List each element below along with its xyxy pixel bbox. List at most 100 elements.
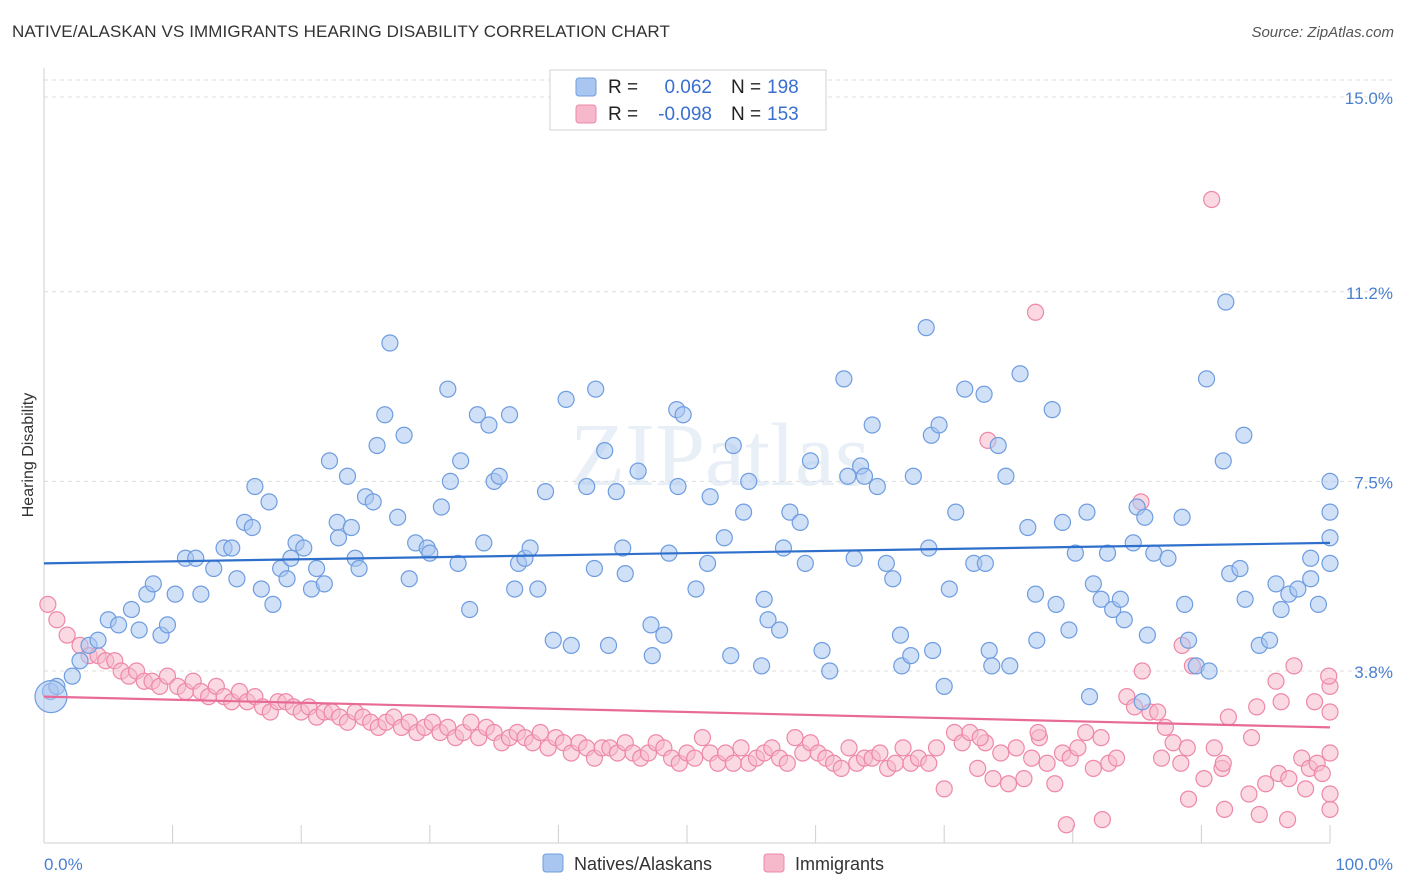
natives-point bbox=[616, 565, 634, 583]
natives-point bbox=[715, 529, 733, 547]
immigrants-trend-line bbox=[43, 695, 1331, 729]
natives-point bbox=[1289, 580, 1307, 598]
immigrants-point bbox=[1320, 667, 1338, 685]
natives-point bbox=[796, 554, 814, 572]
natives-point bbox=[192, 585, 210, 603]
immigrants-point bbox=[969, 759, 987, 777]
natives-point bbox=[669, 477, 687, 496]
legend-n-label-2: N = bbox=[731, 104, 761, 125]
natives-point bbox=[956, 380, 974, 398]
axes bbox=[43, 68, 1331, 844]
natives-point bbox=[1053, 513, 1072, 531]
natives-point bbox=[1272, 600, 1290, 619]
natives-point bbox=[835, 370, 853, 388]
natives-point bbox=[1028, 631, 1046, 649]
natives-point bbox=[1001, 657, 1019, 675]
natives-point bbox=[877, 554, 895, 572]
immigrants-point bbox=[158, 667, 177, 685]
trend-lines bbox=[43, 541, 1331, 729]
y-tick-label: 7.5% bbox=[1354, 473, 1393, 492]
natives-point bbox=[1302, 570, 1320, 588]
natives-point bbox=[868, 477, 886, 496]
immigrants-point bbox=[693, 729, 712, 747]
natives-point bbox=[320, 452, 339, 470]
immigrants-point bbox=[58, 626, 76, 644]
natives-point bbox=[246, 477, 264, 496]
immigrants-point bbox=[1305, 693, 1324, 711]
natives-point bbox=[1138, 626, 1156, 644]
source-label: Source: ZipAtlas.com bbox=[1251, 24, 1394, 41]
natives-point bbox=[947, 503, 965, 521]
natives-point bbox=[983, 657, 1001, 675]
natives-point bbox=[1111, 590, 1129, 608]
natives-point bbox=[521, 539, 539, 557]
series-legend: Natives/Alaskans Immigrants bbox=[542, 853, 884, 874]
natives-point bbox=[1159, 549, 1177, 567]
natives-point bbox=[698, 554, 717, 572]
immigrants-point bbox=[724, 754, 742, 772]
natives-point bbox=[1136, 508, 1154, 526]
immigrants-point bbox=[1023, 749, 1041, 767]
natives-point bbox=[587, 380, 605, 398]
legend-n-value-1: 198 bbox=[767, 77, 799, 98]
immigrants-point bbox=[840, 739, 858, 757]
natives-point bbox=[205, 559, 223, 578]
natives-point bbox=[781, 503, 799, 521]
natives-point bbox=[223, 539, 241, 557]
y-tick-label: 3.8% bbox=[1354, 663, 1393, 682]
immigrants-point bbox=[1240, 785, 1258, 803]
natives-point bbox=[364, 493, 382, 511]
immigrants-point bbox=[1029, 723, 1047, 742]
immigrants-point bbox=[1278, 811, 1297, 829]
immigrants-point bbox=[1321, 703, 1339, 721]
bottom-swatch-immigrants bbox=[763, 853, 785, 873]
immigrants-point bbox=[1046, 775, 1064, 793]
natives-point bbox=[389, 508, 407, 526]
natives-point bbox=[381, 334, 399, 352]
natives-point bbox=[997, 467, 1015, 485]
natives-point bbox=[1026, 585, 1045, 603]
legend-r-value-2: -0.098 bbox=[658, 104, 712, 125]
natives-point bbox=[976, 554, 994, 572]
natives-point bbox=[1321, 529, 1339, 547]
legend-swatch-immigrants bbox=[575, 104, 597, 124]
immigrants-point bbox=[1205, 739, 1223, 757]
natives-point bbox=[643, 647, 661, 665]
natives-point bbox=[607, 483, 625, 501]
natives-point bbox=[376, 406, 394, 424]
natives-point bbox=[544, 631, 562, 649]
natives-point bbox=[1176, 595, 1194, 613]
natives-point bbox=[614, 539, 632, 557]
immigrants-point bbox=[992, 744, 1010, 762]
immigrants-point bbox=[1084, 759, 1102, 777]
natives-point bbox=[449, 554, 467, 572]
natives-point bbox=[791, 513, 809, 531]
immigrants-point bbox=[1107, 749, 1126, 767]
natives-point bbox=[1260, 631, 1279, 649]
natives-point bbox=[596, 442, 614, 460]
immigrants-point bbox=[1179, 790, 1198, 808]
natives-point bbox=[774, 539, 793, 557]
natives-point bbox=[1080, 688, 1099, 706]
immigrants-point bbox=[1093, 811, 1111, 829]
natives-point bbox=[821, 662, 839, 680]
natives-point bbox=[278, 570, 296, 588]
immigrants-point bbox=[1038, 754, 1056, 772]
natives-point bbox=[1019, 518, 1037, 537]
immigrants-point bbox=[1203, 190, 1221, 209]
natives-point bbox=[1214, 452, 1232, 470]
natives-point bbox=[557, 390, 575, 408]
natives-point bbox=[920, 539, 938, 557]
natives-point bbox=[989, 436, 1007, 455]
natives-point bbox=[935, 677, 953, 695]
natives-point bbox=[329, 529, 348, 547]
natives-point bbox=[432, 498, 450, 516]
natives-point bbox=[924, 641, 942, 660]
immigrants-point bbox=[1296, 780, 1315, 798]
natives-point bbox=[629, 462, 647, 480]
natives-point bbox=[395, 426, 413, 444]
natives-point bbox=[1321, 472, 1339, 490]
natives-point bbox=[1043, 401, 1061, 419]
legend-swatch-natives bbox=[575, 77, 597, 97]
natives-point bbox=[755, 590, 773, 608]
